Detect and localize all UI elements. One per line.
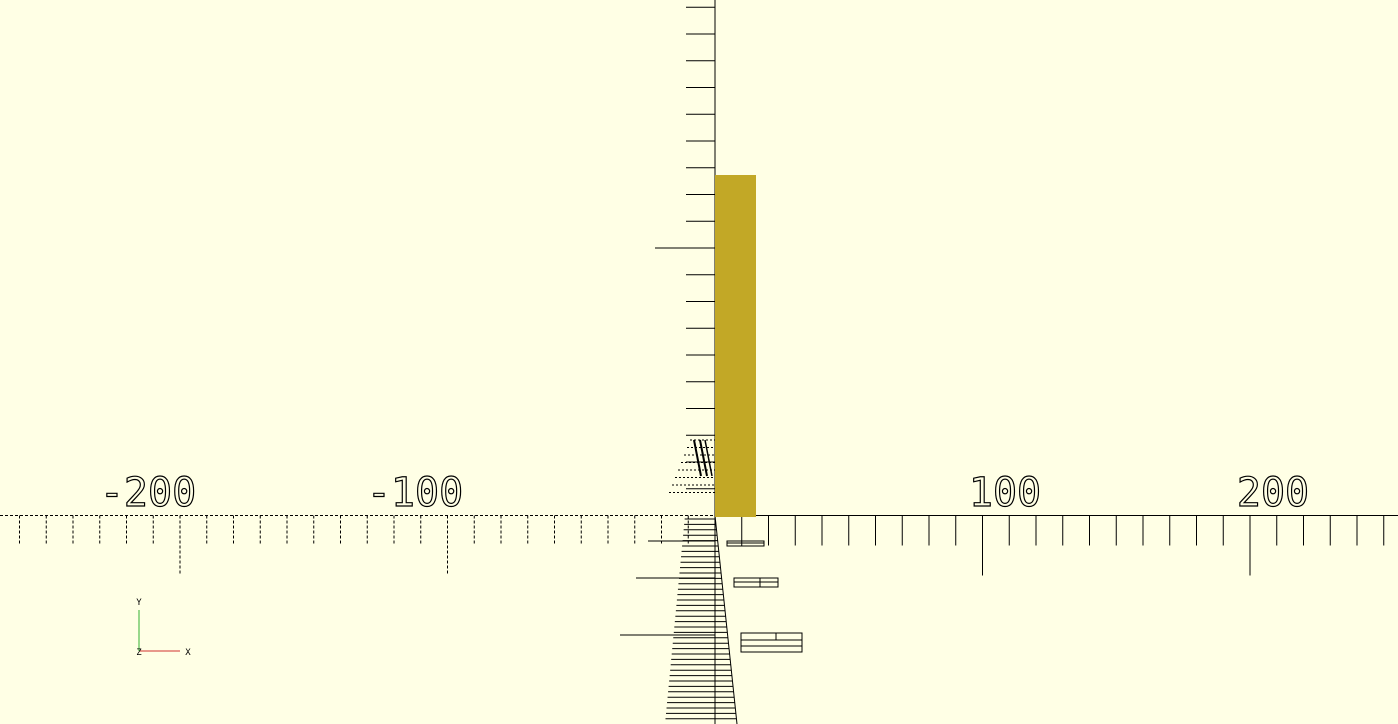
z-axis-line [714,515,738,724]
z-indicator-label: Z [136,648,142,658]
x-axis-label-100: 100 [969,470,1041,516]
x-axis-ticks [19,515,1385,576]
x-axis-label-200: 200 [1237,470,1309,516]
z-axis-label-glyphs [693,439,803,653]
y-indicator-label: Y [136,598,142,608]
cube-object[interactable] [715,175,756,517]
y-axis-ticks [655,6,715,493]
x-axis-label-neg200: -200 [100,470,196,516]
x-indicator-label: X [185,648,191,658]
axis-orientation-indicator: X Y Z [136,598,191,658]
z-axis-ticks [620,515,738,724]
x-axis-label-neg100: -100 [367,470,463,516]
